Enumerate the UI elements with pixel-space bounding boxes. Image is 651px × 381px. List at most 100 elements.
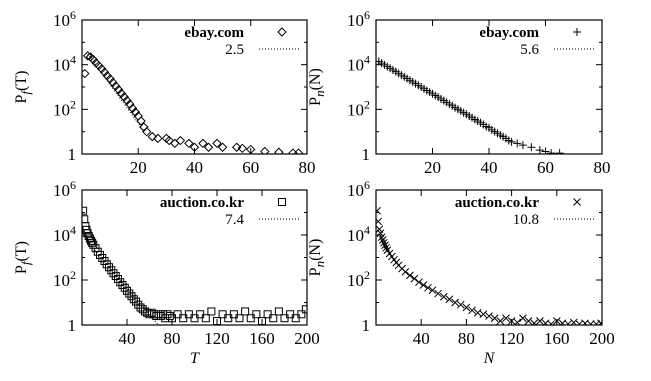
data-point (406, 271, 414, 280)
data-point (277, 27, 287, 37)
data-point (434, 289, 443, 298)
x-axis-label: N (483, 350, 496, 367)
data-point (518, 141, 527, 150)
x-tick-label: 40 (186, 158, 203, 177)
data-point (102, 260, 111, 269)
data-point (125, 99, 135, 109)
data-point (237, 143, 248, 154)
data-point (147, 131, 158, 142)
data-point (381, 241, 389, 250)
y-tick-label: 1 (68, 316, 77, 335)
data-point (125, 289, 134, 298)
data-point (153, 133, 163, 144)
x-tick-label: 80 (164, 329, 181, 348)
y-axis-label: Pn(N) (307, 68, 327, 106)
data-point (547, 149, 556, 154)
data-point (156, 312, 165, 321)
data-point (111, 81, 121, 91)
data-point (231, 142, 242, 152)
series-group (376, 57, 564, 154)
data-point (410, 274, 419, 283)
x-tick-label: 20 (424, 158, 441, 177)
legend-entry-label: 7.4 (225, 212, 244, 228)
data-point (82, 51, 93, 61)
data-point (94, 60, 104, 71)
data-point (252, 310, 261, 319)
data-point (507, 137, 516, 146)
data-point (401, 268, 410, 276)
legend-entry-label: 10.8 (513, 212, 539, 228)
data-point (246, 144, 256, 154)
data-point (451, 298, 459, 307)
data-point (260, 146, 270, 154)
data-point (297, 310, 306, 319)
data-point (274, 307, 283, 316)
data-point (82, 206, 88, 215)
y-tick-label: 1 (362, 145, 371, 164)
x-tick-label: 20 (130, 158, 147, 177)
x-tick-label: 200 (589, 329, 615, 348)
data-point (269, 314, 278, 323)
data-point (468, 306, 476, 315)
data-point (105, 74, 115, 84)
data-point (485, 312, 493, 320)
data-point (573, 198, 581, 206)
data-point (586, 320, 595, 325)
y-tick-label: 104 (53, 223, 76, 245)
data-point (98, 254, 107, 263)
data-point (235, 314, 244, 323)
y-tick-label: 102 (347, 97, 370, 119)
data-point (122, 95, 132, 106)
data-point (82, 68, 90, 79)
data-point (513, 318, 522, 325)
data-point (419, 281, 428, 289)
y-tick-label: 1 (68, 145, 77, 164)
data-point (415, 278, 423, 287)
data-point (552, 317, 561, 325)
data-point (83, 229, 92, 238)
y-tick-label: 106 (53, 178, 76, 200)
data-point (382, 243, 391, 252)
series-group (376, 206, 602, 325)
legend-entry-label: auction.co.kr (160, 195, 245, 211)
data-point (293, 148, 304, 154)
data-point (519, 314, 527, 323)
chart-panel-4: 1 102 104 106 40 80 120 160 200 Pn(N) Nauction.co.… (307, 178, 615, 367)
legend-entry-label: 5.6 (520, 42, 539, 58)
data-point (527, 143, 536, 152)
data-point (573, 28, 581, 36)
y-tick-label: 106 (53, 8, 76, 30)
data-point (424, 283, 432, 292)
y-tick-label: 102 (53, 268, 76, 290)
data-point (569, 318, 578, 325)
y-tick-label: 106 (347, 178, 370, 200)
data-point (107, 266, 116, 275)
data-point (116, 88, 127, 99)
x-tick-label: 200 (294, 329, 320, 348)
data-point (123, 286, 131, 295)
data-point (376, 217, 383, 226)
data-point (241, 307, 250, 316)
fit-line (87, 53, 145, 132)
data-point (377, 233, 386, 242)
data-point (496, 317, 505, 325)
data-point (134, 300, 143, 309)
data-point (108, 77, 118, 88)
y-axis-label: Pf(T) (13, 241, 33, 274)
y-tick-label: 1 (362, 316, 371, 335)
data-point (119, 92, 129, 102)
data-point (547, 320, 556, 325)
data-point (288, 148, 298, 154)
x-tick-label: 120 (499, 329, 525, 348)
series-group (82, 51, 304, 154)
data-point (278, 198, 286, 206)
data-point (198, 138, 208, 149)
data-point (136, 116, 146, 126)
x-tick-label: 40 (119, 329, 136, 348)
data-point (274, 147, 284, 154)
data-point (99, 67, 110, 77)
data-point (109, 269, 118, 278)
data-point (380, 238, 388, 247)
y-axis-label: Pn(N) (307, 239, 327, 277)
